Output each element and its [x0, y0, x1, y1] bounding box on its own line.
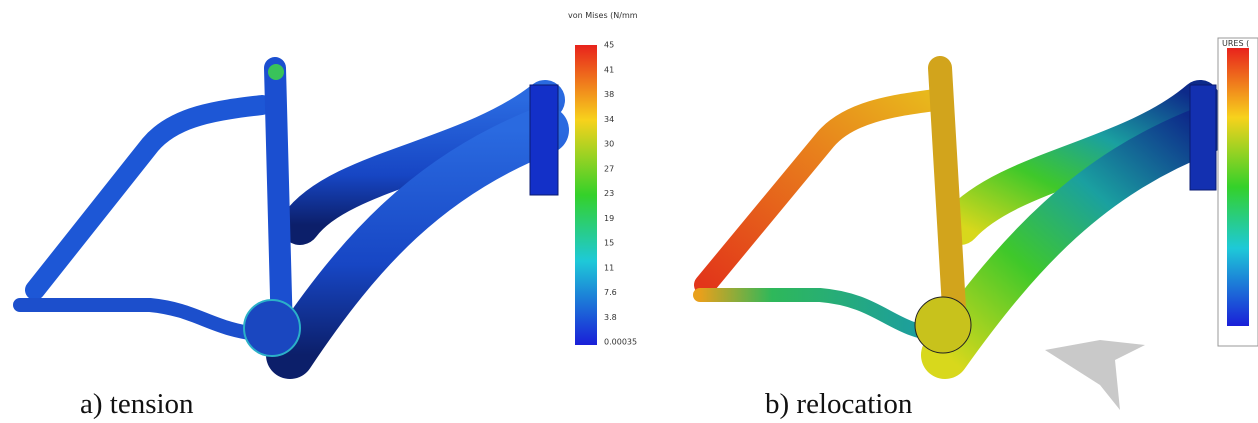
tick-label: 19: [604, 214, 614, 223]
figure: von Mises (N/mm 45 41 38 34 30 27 23 19 15 11 7.6 3…: [0, 0, 1258, 423]
caption: b) relocation: [765, 388, 913, 420]
colorbar: [575, 45, 597, 345]
caption: a) tension: [80, 388, 194, 420]
tick-label: 7.6: [604, 288, 617, 297]
colorbar: [1227, 48, 1249, 326]
watermark: [1045, 340, 1145, 410]
frame-tension: [20, 64, 558, 356]
tick-label: 38: [604, 90, 614, 99]
tick-label: 45: [604, 41, 614, 50]
tick-label: 23: [604, 189, 614, 198]
tick-label: 30: [604, 140, 614, 149]
colorbar-title: von Mises (N/mm: [568, 11, 638, 20]
tick-label: 41: [604, 65, 614, 74]
colorbar-title: URES (: [1222, 39, 1249, 48]
tick-label: 3.8: [604, 313, 617, 322]
tick-label: 11: [604, 263, 614, 272]
tick-label: 0.00035: [604, 338, 637, 347]
tick-label: 27: [604, 164, 614, 173]
figure-canvas: von Mises (N/mm 45 41 38 34 30 27 23 19 15 11 7.6 3…: [0, 0, 1258, 423]
tick-label: 15: [604, 239, 614, 248]
frame-relocation: [700, 68, 1216, 355]
tick-label: 34: [604, 115, 614, 124]
colorbar-ticks: 45 41 38 34 30 27 23 19 15 11 7.6 3.8 0.00035: [604, 41, 637, 347]
